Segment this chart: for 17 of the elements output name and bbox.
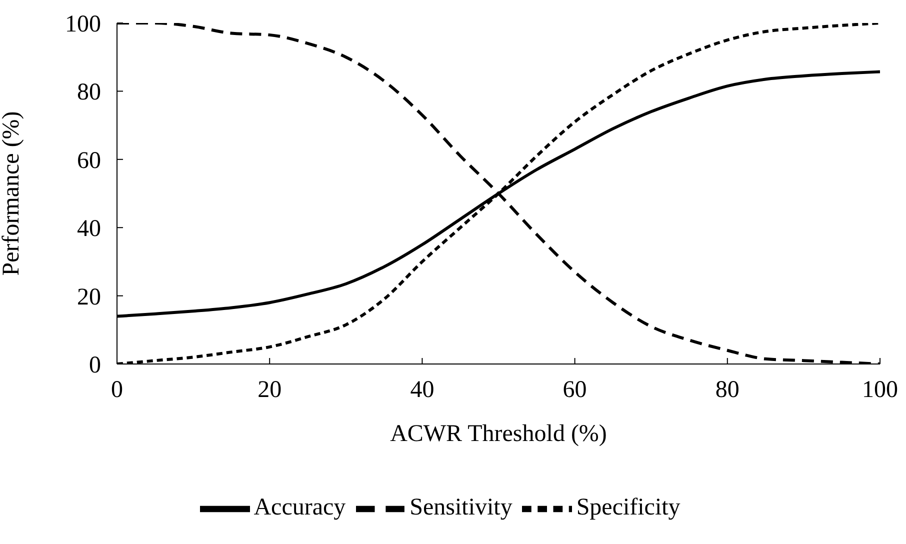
x-tick-label: 20 xyxy=(258,377,282,404)
x-tick-label: 60 xyxy=(562,377,587,404)
y-tick-label: 20 xyxy=(77,284,101,310)
legend-label: Sensitivity xyxy=(410,494,512,521)
legend-label: Accuracy xyxy=(254,494,346,521)
x-axis-title: ACWR Threshold (%) xyxy=(390,421,607,448)
y-tick-label: 100 xyxy=(65,12,101,38)
y-tick-label: 0 xyxy=(89,352,101,379)
x-tick-label: 40 xyxy=(410,377,434,404)
x-tick-label: 80 xyxy=(715,377,740,404)
y-axis-title: Performance (%) xyxy=(0,111,25,276)
y-tick-label: 40 xyxy=(77,216,101,242)
x-tick-label: 0 xyxy=(111,377,123,404)
y-tick-label: 60 xyxy=(77,148,101,174)
x-tick-label: 100 xyxy=(862,377,898,404)
legend-label: Specificity xyxy=(576,494,680,521)
y-tick-label: 80 xyxy=(77,80,101,106)
